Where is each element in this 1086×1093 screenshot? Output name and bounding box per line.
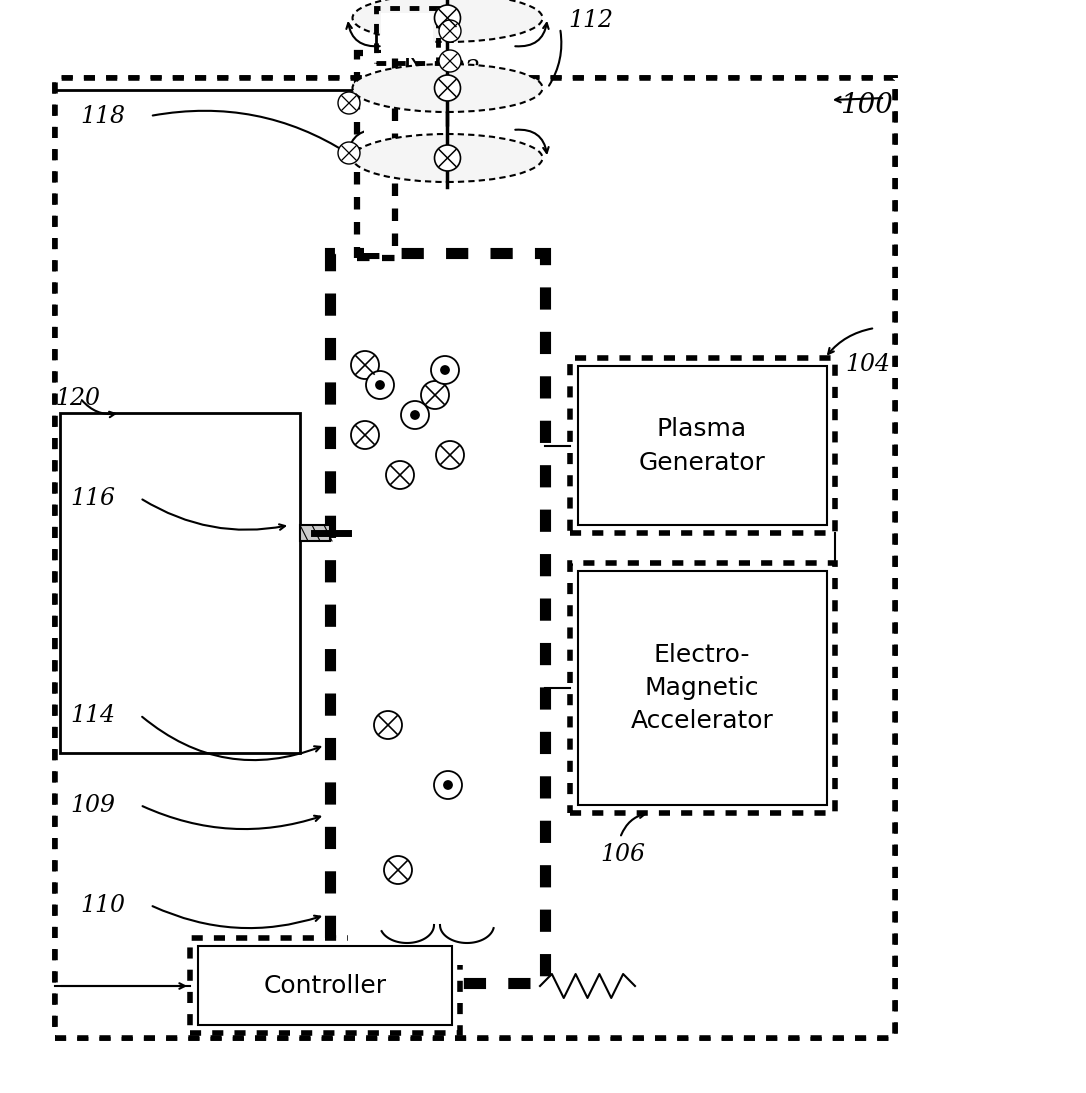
Text: 109: 109	[70, 794, 115, 816]
Circle shape	[401, 401, 429, 428]
Text: 112: 112	[568, 9, 613, 32]
Text: Controller: Controller	[264, 974, 387, 998]
Circle shape	[375, 380, 384, 390]
Bar	[300, 525, 330, 541]
Circle shape	[351, 421, 379, 449]
Circle shape	[439, 20, 460, 42]
Bar	[570, 359, 835, 533]
Text: E: E	[396, 791, 409, 809]
Bar	[190, 938, 460, 1033]
Ellipse shape	[353, 64, 543, 111]
Bar	[348, 271, 527, 965]
Bar	[330, 252, 545, 983]
Text: 106: 106	[599, 843, 645, 866]
Circle shape	[351, 351, 379, 379]
Ellipse shape	[353, 134, 543, 183]
Bar	[578, 571, 828, 806]
Circle shape	[338, 92, 359, 114]
Circle shape	[435, 440, 464, 469]
Circle shape	[411, 410, 420, 420]
Text: 110: 110	[80, 893, 125, 917]
Circle shape	[443, 780, 453, 790]
Text: Electro-
Magnetic
Accelerator: Electro- Magnetic Accelerator	[631, 643, 773, 733]
Circle shape	[434, 145, 460, 171]
Bar	[376, 8, 438, 63]
Bar	[570, 563, 835, 813]
Circle shape	[421, 381, 449, 409]
Circle shape	[338, 142, 359, 164]
Circle shape	[434, 75, 460, 101]
Circle shape	[431, 356, 459, 384]
Text: Plasma
Generator: Plasma Generator	[639, 418, 766, 474]
Text: 100: 100	[839, 92, 893, 118]
Text: 114: 114	[70, 704, 115, 727]
Bar	[578, 366, 828, 525]
Text: 102: 102	[475, 906, 520, 929]
Text: 116: 116	[70, 486, 115, 509]
Bar	[56, 79, 894, 1037]
Circle shape	[374, 712, 402, 739]
Text: 122: 122	[435, 59, 480, 82]
Bar	[60, 413, 300, 753]
Circle shape	[384, 856, 412, 884]
Text: 104: 104	[845, 353, 891, 376]
Circle shape	[439, 50, 460, 72]
Text: 120: 120	[55, 387, 100, 410]
Bar	[364, 52, 388, 252]
Circle shape	[386, 461, 414, 489]
Ellipse shape	[353, 0, 543, 42]
Circle shape	[434, 5, 460, 31]
Bar	[357, 52, 395, 258]
Text: 118: 118	[80, 105, 125, 128]
Bar	[55, 78, 895, 1038]
Circle shape	[440, 365, 450, 375]
Circle shape	[434, 771, 462, 799]
Bar	[55, 78, 895, 1038]
Text: B: B	[433, 839, 449, 857]
Circle shape	[366, 371, 394, 399]
Bar	[198, 947, 452, 1025]
Bar	[381, 13, 433, 58]
